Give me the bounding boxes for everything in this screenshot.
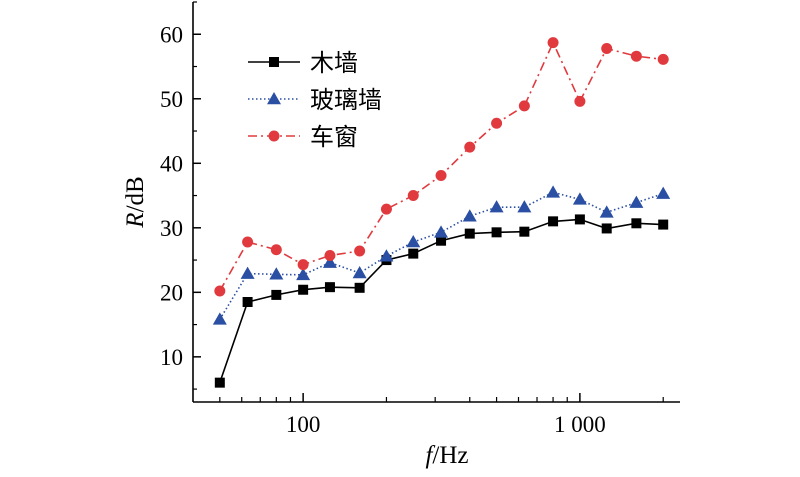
legend-item: 车窗 <box>248 123 358 151</box>
y-tick-label: 50 <box>160 87 183 112</box>
data-point-circle <box>574 95 586 107</box>
data-point-triangle <box>406 235 421 248</box>
data-point-square <box>324 282 335 293</box>
data-point-triangle <box>212 312 227 325</box>
data-point-triangle <box>296 267 311 281</box>
data-point-square <box>658 219 669 230</box>
data-point-triangle <box>489 200 504 213</box>
y-axis-title-italic: R <box>122 212 149 228</box>
axes: 10 20 30 40 50 60 100 1 000 <box>160 1 680 437</box>
data-point-square <box>298 284 309 295</box>
data-point-square <box>519 226 530 237</box>
y-tick-label: 60 <box>160 22 183 47</box>
data-point-circle <box>407 190 419 202</box>
data-point-square <box>242 297 253 307</box>
data-point-square <box>269 57 279 67</box>
data-point-circle <box>657 53 669 65</box>
data-point-circle <box>354 245 366 257</box>
legend-label: 木墙 <box>310 49 358 77</box>
data-point-square <box>464 228 475 239</box>
data-point-circle <box>547 37 559 49</box>
data-point-triangle <box>322 255 337 268</box>
data-point-triangle <box>656 186 671 199</box>
data-point-square <box>214 377 225 388</box>
legend-item: 玻璃墙 <box>248 86 382 114</box>
data-point-circle <box>270 244 282 256</box>
data-point-triangle <box>599 205 614 218</box>
legend-item: 木墙 <box>248 49 358 77</box>
data-point-triangle <box>572 192 587 205</box>
data-point-triangle <box>434 225 449 238</box>
data-point-circle <box>214 285 226 297</box>
data-point-circle <box>630 50 642 62</box>
y-tick-label: 10 <box>160 345 183 370</box>
data-point-square <box>631 218 642 229</box>
y-tick-label: 40 <box>160 151 183 176</box>
data-point-circle <box>518 100 530 112</box>
data-point-square <box>408 248 419 259</box>
legend-label: 玻璃墙 <box>310 86 382 114</box>
data-point-triangle <box>629 195 644 208</box>
series-1 <box>214 214 669 388</box>
y-axis-title-rest: /dB <box>122 176 149 212</box>
data-point-square <box>574 214 585 225</box>
data-point-square <box>436 235 447 246</box>
data-point-circle <box>435 170 447 182</box>
series-layer <box>212 37 671 388</box>
data-point-circle <box>242 236 254 248</box>
series-line <box>219 40 664 292</box>
data-point-square <box>601 223 612 234</box>
data-point-triangle <box>546 185 561 198</box>
data-point-square <box>354 282 365 293</box>
x-tick-label: 1 000 <box>554 412 606 437</box>
legend-label: 车窗 <box>310 123 358 151</box>
x-axis-title: f/Hz <box>425 442 468 469</box>
series-2 <box>212 185 671 325</box>
data-point-circle <box>268 130 280 142</box>
data-point-circle <box>380 203 392 215</box>
x-axis-title-italic: f <box>425 442 435 469</box>
data-point-square <box>271 289 282 300</box>
data-point-triangle <box>462 209 477 222</box>
series-3 <box>214 37 669 297</box>
data-point-circle <box>601 42 613 54</box>
data-point-circle <box>464 141 476 153</box>
data-point-square <box>491 227 502 238</box>
data-point-circle <box>297 259 309 271</box>
y-tick-label: 20 <box>160 280 183 305</box>
data-point-circle <box>491 117 503 129</box>
data-point-triangle <box>240 266 255 279</box>
data-point-triangle <box>352 265 367 279</box>
data-point-triangle <box>379 249 394 262</box>
data-point-circle <box>324 250 336 262</box>
data-point-triangle <box>269 267 284 280</box>
data-point-triangle <box>267 92 281 105</box>
data-point-triangle <box>517 200 532 213</box>
y-axis-title: R/dB <box>122 176 149 228</box>
data-point-square <box>548 216 559 227</box>
x-axis-title-rest: /Hz <box>432 442 468 469</box>
x-tick-label: 100 <box>286 412 321 437</box>
y-tick-label: 30 <box>160 216 183 241</box>
